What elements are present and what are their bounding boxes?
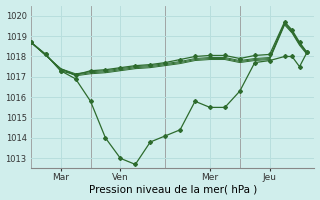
X-axis label: Pression niveau de la mer( hPa ): Pression niveau de la mer( hPa ) xyxy=(89,184,257,194)
